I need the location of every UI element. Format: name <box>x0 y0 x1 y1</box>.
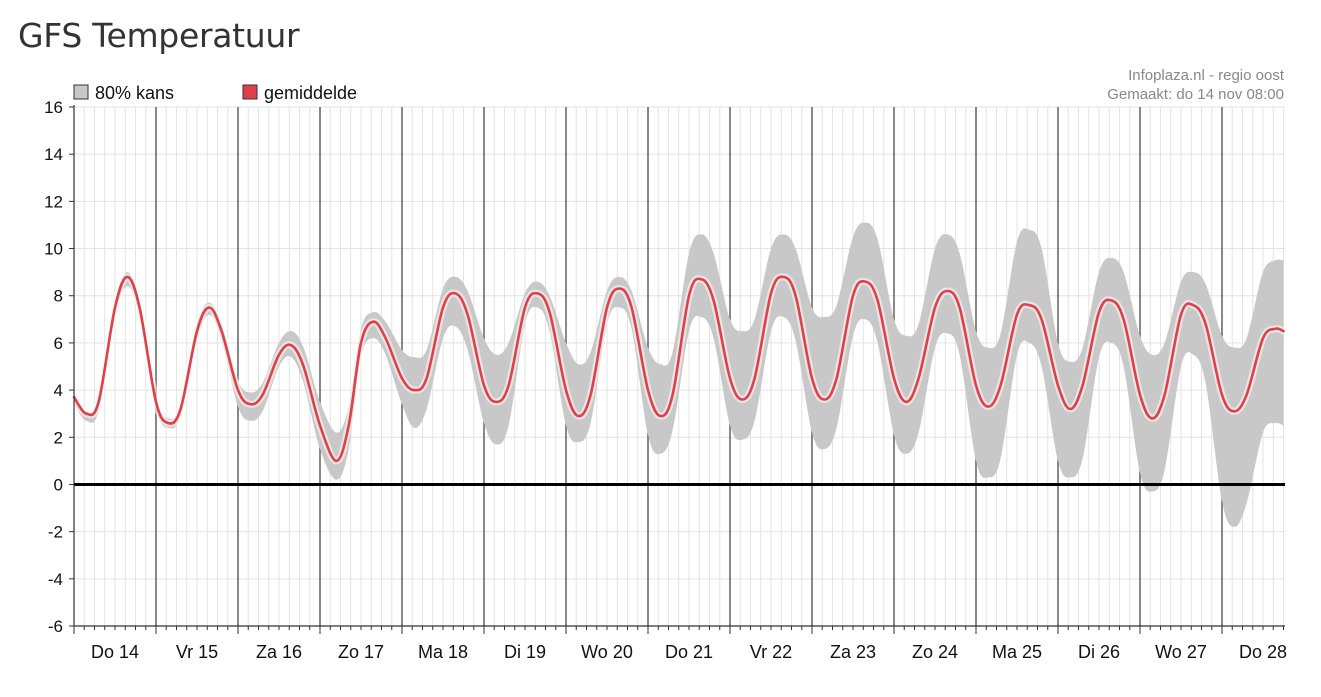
x-day-label: Do 21 <box>665 642 713 662</box>
y-tick-label: -4 <box>48 570 63 589</box>
y-tick-label: -2 <box>48 523 63 542</box>
source-info: Infoplaza.nl - regio oost Gemaakt: do 14 … <box>1107 67 1285 103</box>
x-day-label: Ma 25 <box>992 642 1042 662</box>
x-day-label: Do 28 <box>1239 642 1287 662</box>
x-day-label: Ma 18 <box>418 642 468 662</box>
y-tick-label: 8 <box>54 287 63 306</box>
x-day-label: Wo 20 <box>581 642 633 662</box>
axes: -6 -4 -2 0 2 4 6 8 10 12 14 16 Do 14 Vr 15 Za 16 Zo 17 M… <box>44 98 1287 662</box>
y-tick-label: 2 <box>54 428 63 447</box>
y-tick-label: 6 <box>54 334 63 353</box>
y-tick-label: 0 <box>54 475 63 494</box>
y-tick-label: -6 <box>48 617 63 636</box>
legend-swatch <box>242 84 258 100</box>
source-label: Infoplaza.nl - regio oost <box>1128 67 1285 84</box>
legend-swatch <box>73 84 89 100</box>
mean-line <box>72 275 1285 463</box>
made-label: Gemaakt: do 14 nov 08:00 <box>1107 86 1284 103</box>
x-day-label: Di 26 <box>1078 642 1120 662</box>
y-tick-label: 16 <box>44 98 63 117</box>
legend[interactable]: 80% kans gemiddelde <box>73 83 357 103</box>
page-title: GFS Temperatuur <box>18 16 300 55</box>
x-day-label: Zo 17 <box>338 642 384 662</box>
y-tick-label: 14 <box>44 145 63 164</box>
x-day-label: Do 14 <box>91 642 139 662</box>
y-tick-label: 10 <box>44 240 63 259</box>
legend-label[interactable]: gemiddelde <box>264 83 357 103</box>
x-day-label: Vr 15 <box>176 642 218 662</box>
x-day-label: Zo 24 <box>912 642 958 662</box>
y-tick-label: 12 <box>44 192 63 211</box>
legend-label[interactable]: 80% kans <box>95 83 174 103</box>
mean-line-layer <box>70 273 1287 465</box>
x-day-label: Di 19 <box>504 642 546 662</box>
x-day-label: Za 23 <box>830 642 876 662</box>
x-day-label: Wo 27 <box>1155 642 1207 662</box>
x-day-label: Vr 22 <box>750 642 792 662</box>
x-day-label: Za 16 <box>256 642 302 662</box>
y-tick-label: 4 <box>54 381 63 400</box>
